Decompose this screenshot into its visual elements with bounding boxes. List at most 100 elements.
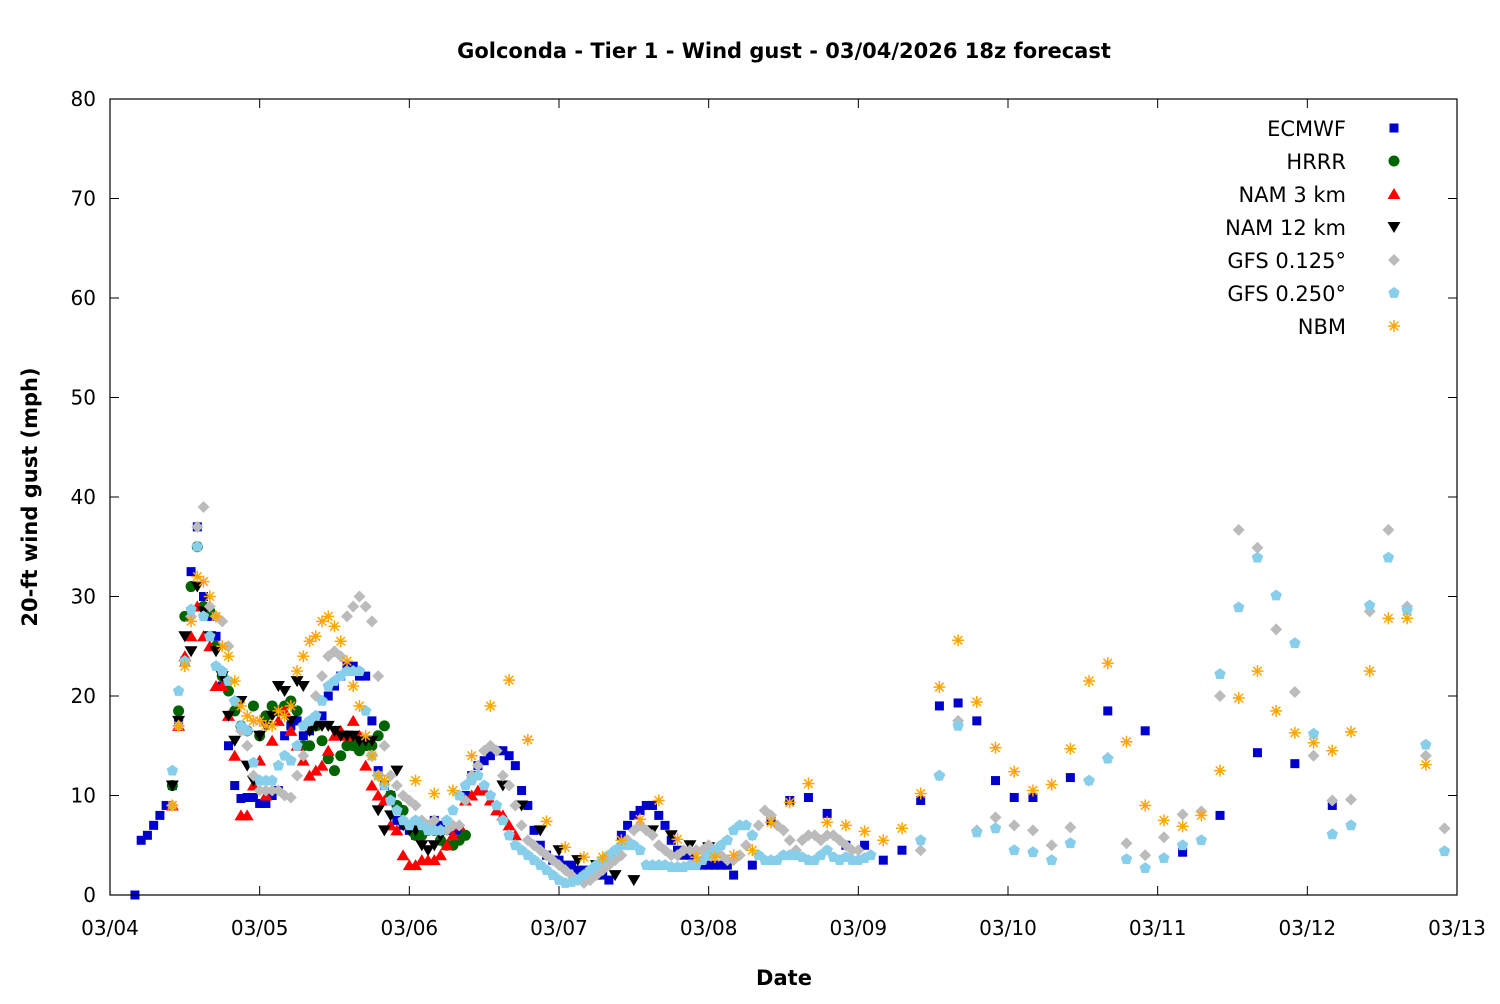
data-point-nbm bbox=[765, 816, 778, 829]
data-point-ecmwf bbox=[292, 716, 302, 726]
x-tick-label: 03/11 bbox=[1129, 916, 1187, 940]
data-point-nbm bbox=[210, 610, 223, 623]
data-point-gfs-0-250 bbox=[865, 849, 877, 861]
legend-label-ecmwf: ECMWF bbox=[1267, 117, 1346, 141]
data-point-ecmwf bbox=[155, 810, 165, 820]
data-point-gfs-0-125 bbox=[496, 769, 509, 782]
data-point-nbm bbox=[1419, 758, 1432, 771]
data-point-gfs-0-125 bbox=[1438, 822, 1451, 835]
data-point-gfs-0-250 bbox=[1233, 601, 1245, 613]
data-point-nam-3-km bbox=[215, 680, 229, 692]
data-point-gfs-0-250 bbox=[1345, 819, 1357, 831]
data-point-gfs-0-125 bbox=[1214, 690, 1227, 702]
data-point-gfs-0-250 bbox=[989, 822, 1002, 834]
x-tick-label: 03/09 bbox=[830, 916, 888, 940]
data-point-nbm bbox=[178, 660, 191, 673]
data-point-ecmwf bbox=[1290, 759, 1300, 769]
data-point-nbm bbox=[1270, 704, 1283, 717]
data-point-nam-12-km bbox=[271, 681, 285, 693]
data-point-nam-12-km bbox=[278, 686, 292, 698]
data-point-gfs-0-125 bbox=[347, 600, 360, 613]
y-tick-label: 30 bbox=[71, 585, 96, 609]
data-point-gfs-0-125 bbox=[665, 849, 678, 862]
data-point-nbm bbox=[652, 794, 665, 807]
data-point-nbm bbox=[1045, 778, 1058, 791]
data-point-ecmwf bbox=[323, 691, 333, 701]
data-point-nam-3-km bbox=[434, 849, 448, 861]
data-point-ecmwf bbox=[485, 751, 495, 761]
legend-marker-nam-3-km bbox=[1387, 188, 1401, 199]
data-point-gfs-0-250 bbox=[503, 829, 515, 841]
chart-title: Golconda - Tier 1 - Wind gust - 03/04/20… bbox=[457, 39, 1111, 63]
data-point-ecmwf bbox=[1103, 706, 1113, 716]
data-point-ecmwf bbox=[629, 810, 639, 820]
data-point-gfs-0-250 bbox=[1195, 834, 1207, 846]
data-point-gfs-0-125 bbox=[802, 829, 815, 842]
data-point-ecmwf bbox=[186, 567, 196, 577]
data-point-gfs-0-125 bbox=[372, 670, 385, 683]
data-point-gfs-0-125 bbox=[1139, 849, 1152, 862]
data-point-gfs-0-125 bbox=[1157, 831, 1170, 844]
data-point-gfs-0-250 bbox=[266, 774, 278, 786]
data-point-nbm bbox=[185, 615, 198, 628]
data-point-gfs-0-250 bbox=[1289, 637, 1301, 649]
data-point-gfs-0-250 bbox=[821, 844, 833, 856]
data-point-nam-12-km bbox=[184, 646, 198, 658]
legend-marker-gfs-0-250 bbox=[1388, 287, 1400, 298]
data-point-gfs-0-125 bbox=[1064, 821, 1077, 834]
data-point-ecmwf bbox=[654, 810, 664, 820]
data-point-nam-12-km bbox=[328, 725, 341, 737]
data-point-gfs-0-250 bbox=[1045, 854, 1058, 865]
data-point-nam-12-km bbox=[178, 631, 192, 643]
data-point-nam-3-km bbox=[440, 839, 454, 851]
data-point-nbm bbox=[446, 784, 459, 797]
data-point-gfs-0-250 bbox=[310, 709, 322, 721]
data-point-gfs-0-125 bbox=[284, 791, 297, 804]
data-point-ecmwf bbox=[566, 860, 576, 870]
data-point-nbm bbox=[234, 699, 247, 712]
x-tick-label: 03/05 bbox=[231, 916, 289, 940]
data-point-gfs-0-125 bbox=[453, 819, 466, 832]
data-point-nam-12-km bbox=[415, 840, 429, 852]
data-point-gfs-0-125 bbox=[509, 799, 522, 812]
data-point-gfs-0-250 bbox=[952, 719, 964, 731]
data-point-nam-12-km bbox=[664, 830, 678, 842]
data-point-gfs-0-125 bbox=[914, 844, 927, 857]
data-point-gfs-0-125 bbox=[740, 839, 753, 852]
axes: 0 10 20 30 40 50 60 70 80 03/04 03/05 03/06 03/07 03/… bbox=[71, 87, 1486, 940]
data-point-nam-12-km bbox=[427, 840, 441, 852]
data-point-ecmwf bbox=[660, 820, 670, 830]
data-point-gfs-0-250 bbox=[1438, 845, 1451, 857]
data-point-nbm bbox=[858, 825, 871, 838]
data-point-gfs-0-250 bbox=[1008, 844, 1020, 856]
data-point-gfs-0-125 bbox=[216, 615, 229, 628]
data-point-gfs-0-250 bbox=[1064, 837, 1077, 849]
data-point-nam-12-km bbox=[346, 730, 360, 742]
data-point-nbm bbox=[222, 650, 235, 663]
data-point-ecmwf bbox=[223, 741, 233, 751]
x-tick-label: 03/13 bbox=[1428, 916, 1486, 940]
data-point-gfs-0-250 bbox=[1214, 668, 1226, 679]
data-point-ecmwf bbox=[529, 825, 539, 835]
data-point-ecmwf bbox=[953, 698, 963, 708]
data-point-hrrr bbox=[304, 740, 316, 752]
data-point-gfs-0-125 bbox=[334, 650, 347, 663]
data-point-nam-12-km bbox=[627, 875, 641, 887]
data-point-ecmwf bbox=[367, 716, 377, 726]
data-point-nam-3-km bbox=[371, 789, 385, 801]
data-point-hrrr bbox=[329, 765, 340, 777]
data-point-gfs-0-125 bbox=[316, 670, 329, 683]
data-point-gfs-0-250 bbox=[1102, 752, 1114, 764]
data-point-ecmwf bbox=[822, 808, 832, 818]
data-point-ecmwf bbox=[897, 845, 907, 855]
data-point-nbm bbox=[577, 851, 590, 864]
data-point-gfs-0-250 bbox=[197, 610, 210, 622]
data-point-nbm bbox=[708, 851, 721, 864]
data-point-nbm bbox=[372, 769, 385, 782]
data-point-ecmwf bbox=[142, 830, 152, 840]
data-point-gfs-0-125 bbox=[783, 834, 796, 847]
data-point-ecmwf bbox=[161, 800, 171, 810]
data-point-ecmwf bbox=[878, 855, 888, 865]
legend-label-nam-3-km: NAM 3 km bbox=[1238, 183, 1346, 207]
